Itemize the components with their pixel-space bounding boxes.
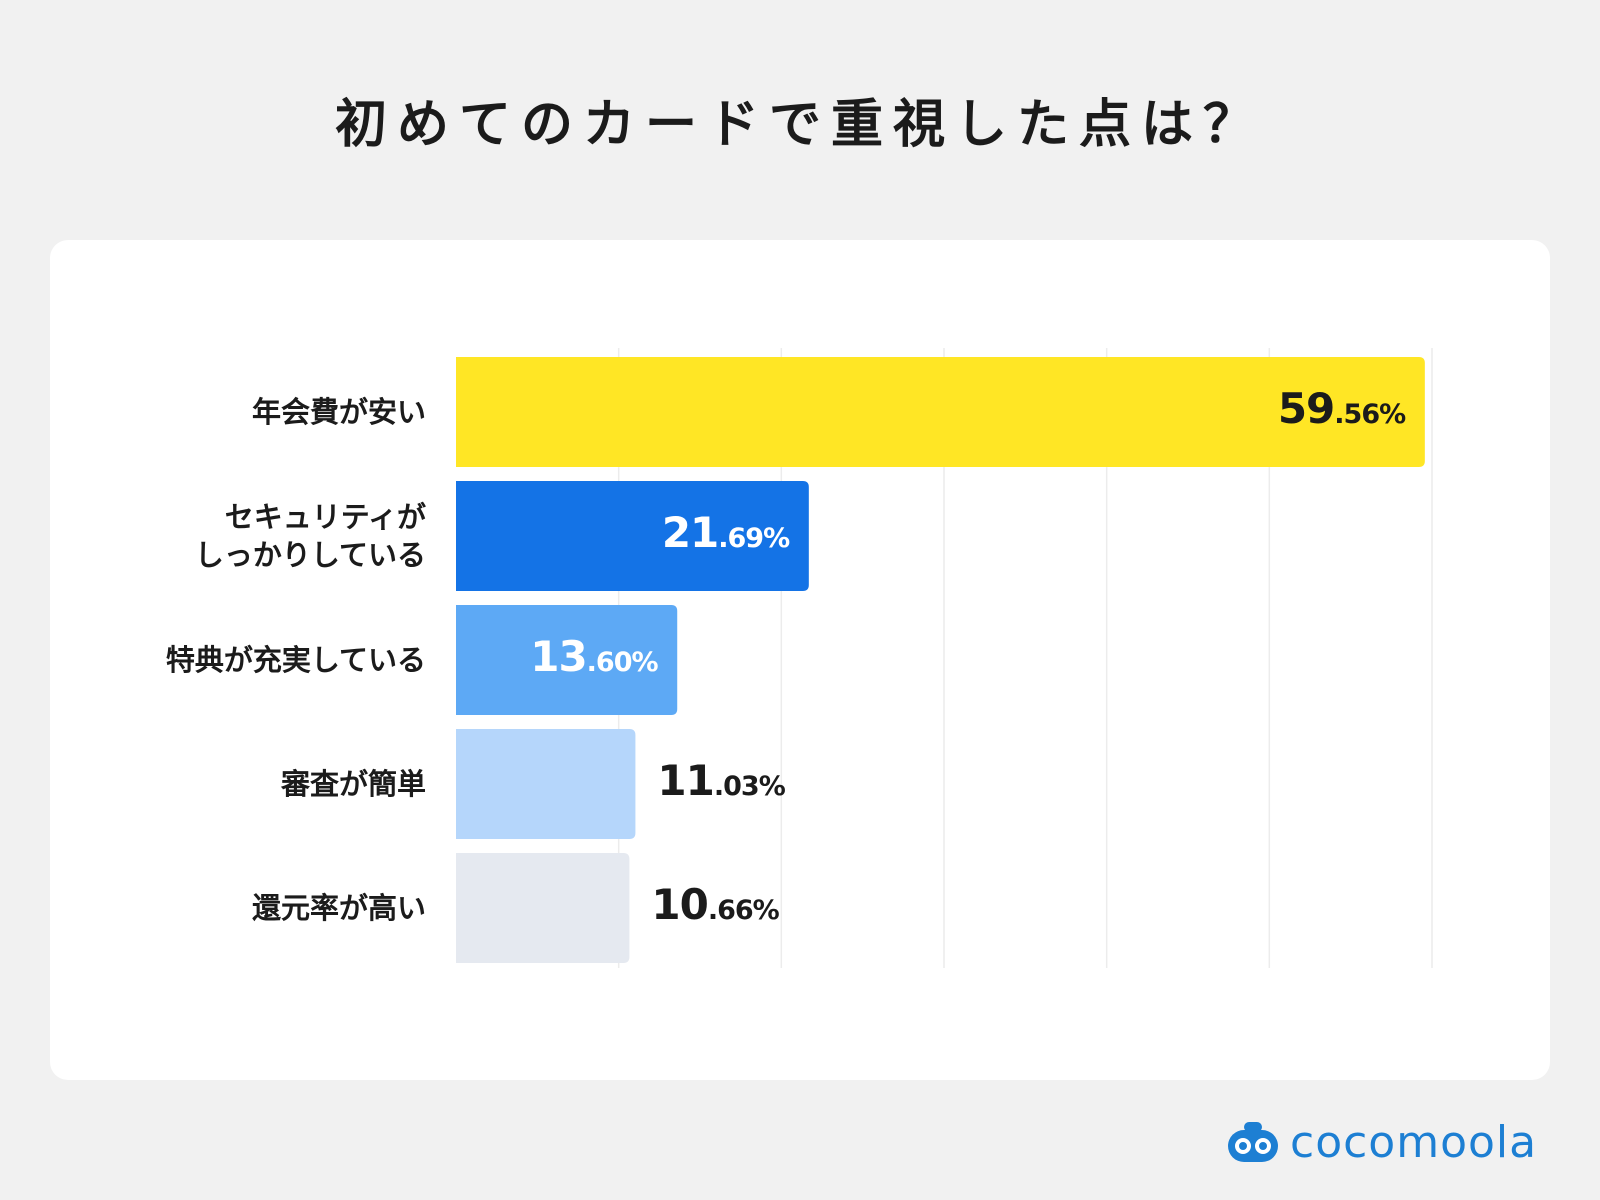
chart-card: 年会費が安い 59.56% セキュリティが しっかりしている 21.69% 特典が充実し… (50, 240, 1550, 1080)
category-label: 還元率が高い (251, 891, 426, 925)
bar-chart (456, 348, 1433, 968)
page-title: 初めてのカードで重視した点は？ (334, 95, 1265, 155)
bar (456, 357, 1425, 467)
bar (456, 729, 636, 839)
cocomoola-logo-icon (1228, 1122, 1278, 1162)
value-label: 13.60% (530, 632, 658, 681)
bar (456, 605, 678, 715)
brand-name: cocomoola (1290, 1116, 1538, 1168)
category-label: 審査が簡単 (280, 767, 426, 801)
value-label: 11.03% (657, 756, 785, 805)
brand-logo: cocomoola (1226, 1116, 1538, 1168)
bar (456, 853, 630, 963)
value-label: 10.66% (651, 880, 779, 929)
bar (456, 481, 809, 591)
value-label: 21.69% (661, 508, 790, 557)
category-label: セキュリティが しっかりしている (194, 500, 426, 572)
category-label: 特典が充実している (165, 643, 426, 677)
category-label: 年会費が安い (251, 395, 426, 429)
value-label: 59.56% (1277, 384, 1406, 433)
